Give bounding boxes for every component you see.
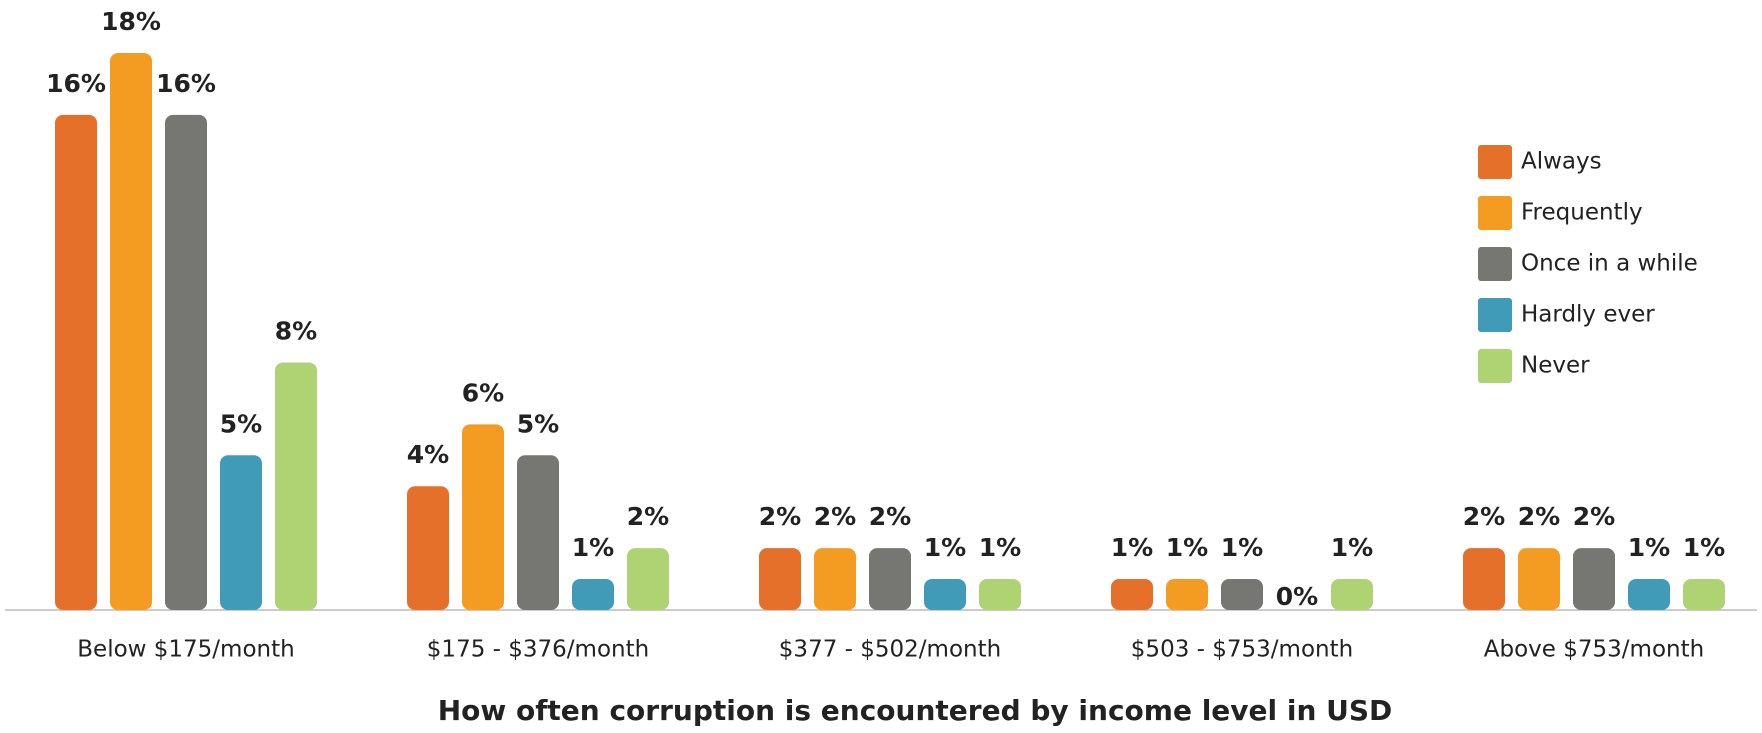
- value-label: 2%: [1518, 502, 1560, 531]
- legend-label: Once in a while: [1521, 251, 1698, 277]
- value-label: 1%: [924, 533, 966, 562]
- legend-swatch: [1478, 247, 1512, 281]
- bar: [627, 548, 669, 610]
- legend-label: Frequently: [1521, 200, 1643, 226]
- bar: [1331, 579, 1373, 610]
- legend-label: Always: [1521, 149, 1602, 175]
- bar: [1463, 548, 1505, 610]
- value-label: 1%: [1111, 533, 1153, 562]
- chart-title: How often corruption is encountered by i…: [438, 694, 1393, 727]
- x-tick-label: $175 - $376/month: [427, 637, 649, 663]
- legend-label: Hardly ever: [1521, 302, 1655, 328]
- value-label: 1%: [1331, 533, 1373, 562]
- legend-swatch: [1478, 196, 1512, 230]
- value-label: 1%: [1166, 533, 1208, 562]
- bar: [979, 579, 1021, 610]
- value-label: 2%: [627, 502, 669, 531]
- bar: [1573, 548, 1615, 610]
- value-label: 2%: [814, 502, 856, 531]
- value-label: 5%: [517, 409, 559, 438]
- x-tick-label: Below $175/month: [77, 637, 294, 663]
- bar: [1166, 579, 1208, 610]
- x-tick-label: Above $753/month: [1484, 637, 1704, 663]
- value-label: 16%: [156, 69, 216, 98]
- value-label: 1%: [1221, 533, 1263, 562]
- value-label: 2%: [759, 502, 801, 531]
- value-label: 1%: [979, 533, 1021, 562]
- x-tick-label: $377 - $502/month: [779, 637, 1001, 663]
- bar: [220, 455, 262, 610]
- x-tick-label: $503 - $753/month: [1131, 637, 1353, 663]
- value-label: 5%: [220, 409, 262, 438]
- value-label: 2%: [1463, 502, 1505, 531]
- legend-swatch: [1478, 298, 1512, 332]
- bar: [462, 424, 504, 610]
- bar: [275, 362, 317, 610]
- bar: [1683, 579, 1725, 610]
- bar: [1628, 579, 1670, 610]
- bar: [1111, 579, 1153, 610]
- bar: [572, 579, 614, 610]
- bar: [407, 486, 449, 610]
- value-label: 0%: [1276, 582, 1318, 611]
- value-label: 8%: [275, 316, 317, 345]
- bar: [759, 548, 801, 610]
- bar: [110, 53, 152, 610]
- legend-swatch: [1478, 349, 1512, 383]
- value-label: 2%: [1573, 502, 1615, 531]
- bar: [1221, 579, 1263, 610]
- bar: [924, 579, 966, 610]
- value-label: 16%: [46, 69, 106, 98]
- value-label: 1%: [1628, 533, 1670, 562]
- value-label: 4%: [407, 440, 449, 469]
- legend-label: Never: [1521, 353, 1590, 379]
- bar: [165, 114, 207, 610]
- legend-swatch: [1478, 145, 1512, 179]
- value-label: 18%: [101, 7, 161, 36]
- value-label: 1%: [1683, 533, 1725, 562]
- value-label: 1%: [572, 533, 614, 562]
- bar: [814, 548, 856, 610]
- bar: [517, 455, 559, 610]
- bar: [55, 114, 97, 610]
- value-label: 2%: [869, 502, 911, 531]
- bar: [869, 548, 911, 610]
- value-label: 6%: [462, 378, 504, 407]
- bar: [1518, 548, 1560, 610]
